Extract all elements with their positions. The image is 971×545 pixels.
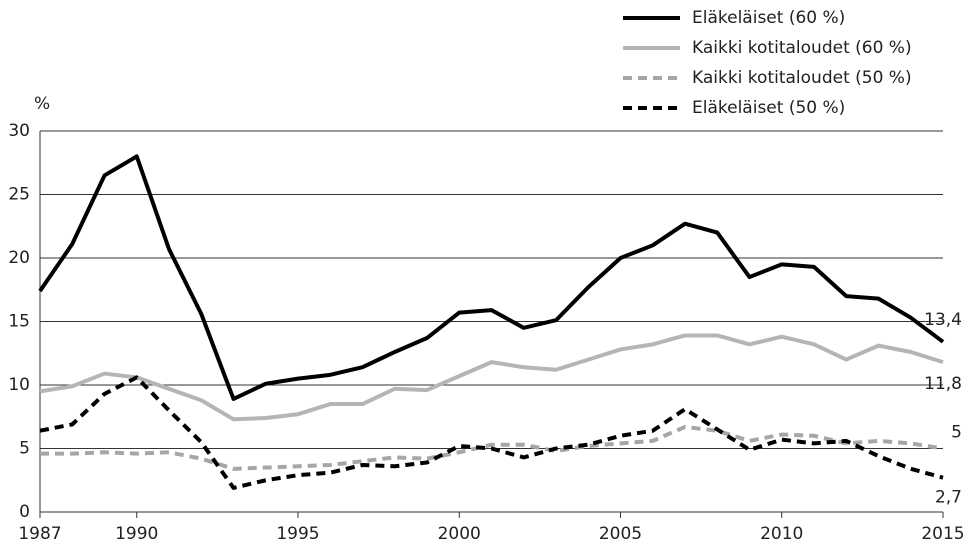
- value-label: 5: [951, 423, 962, 443]
- y-tick-label: 25: [8, 185, 30, 205]
- x-tick-label: 2000: [438, 524, 481, 544]
- x-tick-label: 1995: [276, 524, 319, 544]
- x-tick-label: 2005: [599, 524, 642, 544]
- x-tick-label: 2015: [921, 524, 964, 544]
- legend-label: Eläkeläiset (50 %): [692, 98, 845, 118]
- y-tick-label: 10: [8, 375, 30, 395]
- value-label: 2,7: [935, 488, 962, 508]
- y-tick-label: 15: [8, 312, 30, 332]
- series-line: [40, 424, 944, 471]
- y-tick-label: 20: [8, 248, 30, 268]
- value-label: 13,4: [924, 310, 962, 330]
- x-tick-label: 2010: [760, 524, 803, 544]
- value-label: 11,8: [924, 374, 962, 394]
- series-line: [39, 375, 944, 490]
- y-tick-label: 30: [8, 121, 30, 141]
- x-tick-label: 1987: [18, 524, 61, 544]
- x-tick-label: 1990: [115, 524, 158, 544]
- series-line: [38, 154, 945, 401]
- series-line: [39, 333, 944, 422]
- legend-label: Eläkeläiset (60 %): [692, 8, 845, 28]
- y-tick-label: 0: [19, 502, 30, 522]
- legend-label: Kaikki kotitaloudet (50 %): [692, 68, 912, 88]
- y-tick-label: 5: [19, 439, 30, 459]
- y-axis-label: %: [34, 94, 50, 114]
- legend-label: Kaikki kotitaloudet (60 %): [692, 38, 912, 58]
